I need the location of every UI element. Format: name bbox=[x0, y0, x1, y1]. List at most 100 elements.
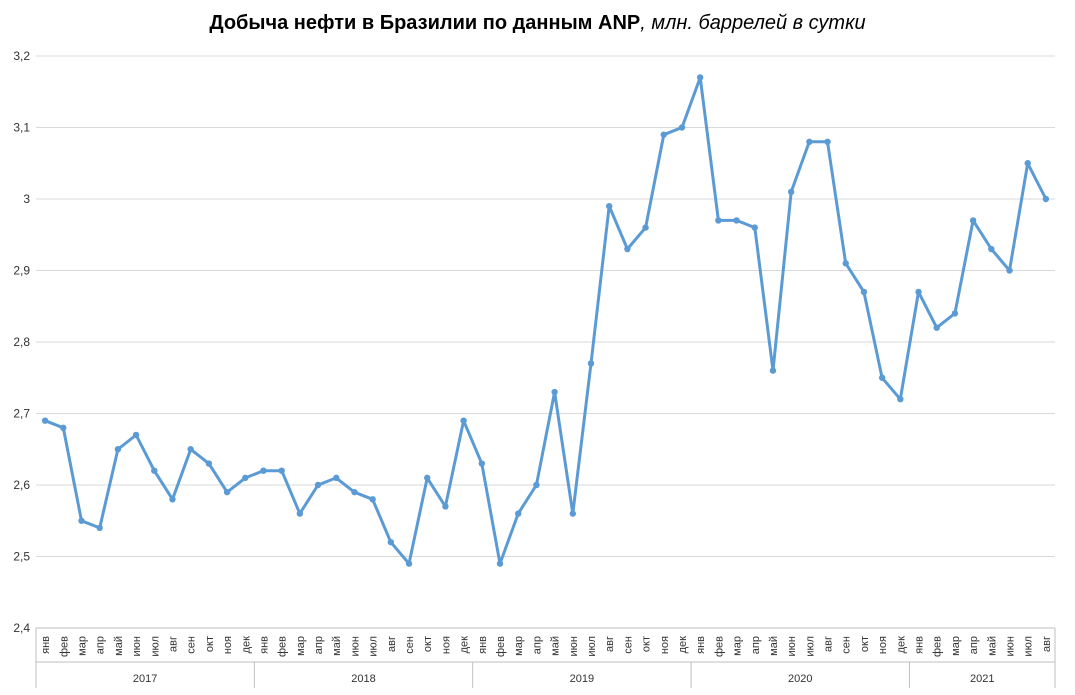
x-tick-label-month: май bbox=[113, 636, 125, 656]
x-tick-label-month: окт bbox=[859, 636, 871, 652]
data-point bbox=[1006, 267, 1013, 274]
x-tick-label-month: апр bbox=[313, 636, 325, 654]
data-point bbox=[114, 446, 122, 453]
x-tick-label-month: янв bbox=[914, 636, 926, 654]
chart-title: Добыча нефти в Бразилии по данным ANP, м… bbox=[0, 12, 1075, 35]
x-tick-label-month: мар bbox=[950, 636, 962, 656]
data-point bbox=[405, 560, 413, 567]
x-tick-label-month: июн bbox=[349, 636, 361, 656]
data-point bbox=[569, 510, 576, 517]
data-point bbox=[151, 467, 158, 474]
x-tick-label-month: фев bbox=[932, 636, 944, 657]
data-point bbox=[387, 539, 395, 546]
data-point bbox=[824, 138, 831, 145]
x-tick-label-month: авг bbox=[604, 636, 616, 652]
x-tick-label-month: авг bbox=[1041, 636, 1053, 652]
data-point bbox=[988, 245, 995, 253]
x-tick-label-month: окт bbox=[422, 636, 434, 652]
series-line bbox=[44, 76, 1048, 566]
x-tick-label-month: янв bbox=[258, 636, 270, 654]
data-point bbox=[78, 517, 85, 524]
data-point bbox=[1024, 160, 1031, 167]
data-point bbox=[187, 446, 194, 453]
x-tick-label-month: мар bbox=[513, 636, 525, 656]
data-point bbox=[260, 467, 267, 474]
data-point bbox=[296, 510, 304, 517]
x-tick-label-month: фев bbox=[495, 636, 507, 657]
chart-title-subtitle: , млн. баррелей в сутки bbox=[640, 12, 866, 34]
x-tick-label-month: июл bbox=[149, 636, 161, 657]
x-tick-label-month: апр bbox=[531, 636, 543, 654]
data-point bbox=[842, 260, 849, 267]
data-point bbox=[678, 124, 686, 131]
data-point bbox=[933, 324, 940, 331]
data-point bbox=[223, 488, 231, 496]
data-point bbox=[660, 131, 667, 138]
x-tick-label-month: фев bbox=[277, 636, 289, 657]
y-tick-label: 2,6 bbox=[13, 478, 30, 492]
data-point bbox=[897, 396, 904, 403]
y-tick-label: 3,1 bbox=[13, 121, 30, 135]
x-tick-label-month: ноя bbox=[440, 636, 452, 654]
data-point bbox=[205, 460, 213, 467]
data-point bbox=[787, 188, 795, 196]
chart-title-main: Добыча нефти в Бразилии по данным ANP bbox=[209, 12, 641, 34]
x-tick-label-month: дек bbox=[240, 636, 252, 654]
x-tick-label-month: ноя bbox=[877, 636, 889, 654]
series-production bbox=[41, 74, 1050, 567]
data-point bbox=[132, 431, 140, 439]
x-tick-label-month: сен bbox=[186, 636, 198, 654]
x-tick-label-month: дек bbox=[677, 636, 689, 654]
x-tick-label-month: июн bbox=[131, 636, 143, 656]
data-point bbox=[969, 217, 977, 224]
x-axis: янв фев мар апр май июн июл авг сен окт ноя дек янв ф… bbox=[35, 627, 1056, 688]
data-point bbox=[1042, 195, 1050, 203]
data-point bbox=[715, 217, 722, 224]
x-tick-label-year: 2018 bbox=[351, 673, 375, 685]
y-tick-label: 2,4 bbox=[13, 621, 30, 635]
data-point bbox=[696, 74, 704, 81]
data-point bbox=[496, 560, 504, 567]
data-point bbox=[769, 367, 777, 374]
y-tick-label: 2,7 bbox=[13, 407, 30, 421]
x-tick-label-month: окт bbox=[204, 636, 216, 652]
x-tick-label-month: авг bbox=[167, 636, 179, 652]
x-tick-label-year: 2019 bbox=[570, 673, 594, 685]
data-point bbox=[587, 360, 595, 367]
x-tick-label-month: мар bbox=[732, 636, 744, 656]
x-tick-label-month: июн bbox=[1005, 636, 1017, 656]
x-tick-label-month: фев bbox=[713, 636, 725, 657]
data-point bbox=[751, 224, 758, 231]
data-point bbox=[278, 467, 285, 474]
data-point bbox=[642, 224, 649, 231]
x-tick-label-month: авг bbox=[386, 636, 398, 652]
data-point bbox=[369, 496, 376, 503]
y-tick-label: 2,9 bbox=[13, 264, 30, 278]
x-tick-label-year: 2021 bbox=[970, 673, 994, 685]
data-point bbox=[60, 424, 67, 431]
x-tick-label-month: июл bbox=[368, 636, 380, 657]
grid-lines bbox=[36, 55, 1055, 557]
x-tick-label-month: апр bbox=[750, 636, 762, 654]
data-point bbox=[424, 474, 431, 482]
x-tick-label-month: июл bbox=[1023, 636, 1035, 657]
y-tick-label: 3,2 bbox=[13, 49, 30, 63]
x-tick-label-month: май bbox=[550, 636, 562, 656]
x-tick-label-month: июн bbox=[786, 636, 798, 656]
x-tick-label-month: авг bbox=[823, 636, 835, 652]
x-tick-label-year: 2017 bbox=[133, 673, 157, 685]
x-tick-label-month: апр bbox=[968, 636, 980, 654]
data-point bbox=[551, 388, 558, 396]
data-point bbox=[860, 288, 868, 296]
data-point bbox=[41, 417, 49, 424]
data-point bbox=[515, 510, 522, 517]
x-tick-label-month: май bbox=[768, 636, 780, 656]
x-tick-label-month: май bbox=[331, 636, 343, 656]
x-tick-label-month: июн bbox=[568, 636, 580, 656]
x-tick-label-month: янв bbox=[695, 636, 707, 654]
data-point bbox=[242, 474, 249, 482]
x-tick-label-month: мар bbox=[76, 636, 88, 656]
data-point bbox=[314, 481, 322, 489]
data-point bbox=[878, 374, 886, 381]
